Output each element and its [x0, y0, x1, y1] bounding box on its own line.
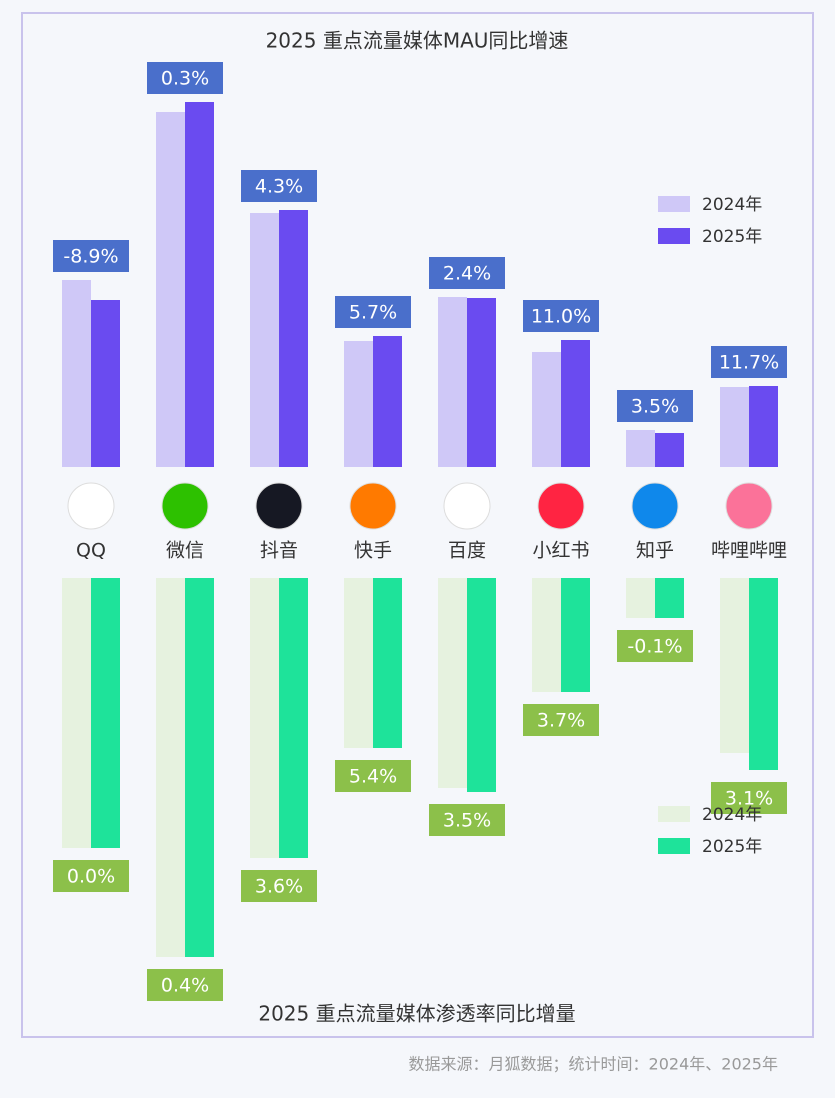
bar — [62, 578, 91, 848]
chart-title: 2025 重点流量媒体MAU同比增速 — [266, 29, 569, 53]
bar — [91, 578, 120, 848]
legend-swatch — [658, 228, 690, 244]
frame — [21, 12, 814, 1038]
bar — [91, 300, 120, 467]
annotation-box — [429, 257, 505, 289]
bar — [438, 578, 467, 788]
annotation-box — [241, 170, 317, 202]
annotation-box — [711, 346, 787, 378]
annotation: -0.1% — [627, 636, 682, 658]
annotation: 5.4% — [349, 766, 397, 788]
annotation: 3.6% — [255, 876, 303, 898]
annotation-box — [147, 969, 223, 1001]
bar — [279, 578, 308, 858]
x-tick-label: 哔哩哔哩 — [711, 540, 787, 562]
bar — [749, 386, 778, 467]
bar — [279, 210, 308, 467]
bar — [561, 340, 590, 467]
app-icon — [67, 482, 115, 530]
annotation: -8.9% — [63, 246, 118, 268]
bar — [62, 280, 91, 467]
app-icon — [725, 482, 773, 530]
annotation-box — [523, 300, 599, 332]
x-tick-label: 快手 — [354, 540, 392, 562]
app-icon — [161, 482, 209, 530]
legend-swatch — [658, 196, 690, 212]
legend-label: 2025年 — [702, 837, 762, 857]
bar — [156, 578, 185, 957]
x-tick-label: QQ — [76, 540, 106, 562]
annotation: 2.4% — [443, 263, 491, 285]
app-icon — [349, 482, 397, 530]
annotation-box — [617, 390, 693, 422]
annotation-box — [711, 782, 787, 814]
legend-label: 2024年 — [702, 805, 762, 825]
annotation-box — [147, 62, 223, 94]
bar — [626, 578, 655, 618]
bar — [438, 297, 467, 467]
legend-label: 2025年 — [702, 227, 762, 247]
annotation: 0.0% — [67, 866, 115, 888]
source-note: 数据来源：月狐数据；统计时间：2024年、2025年 — [409, 1055, 778, 1074]
annotation-box — [53, 240, 129, 272]
bar — [250, 213, 279, 467]
annotation-box — [335, 296, 411, 328]
bar — [720, 387, 749, 467]
bar — [467, 578, 496, 792]
bar — [344, 578, 373, 748]
bar — [156, 112, 185, 467]
bar — [532, 578, 561, 692]
annotation: 11.7% — [719, 352, 779, 374]
annotation-box — [241, 870, 317, 902]
app-icon — [537, 482, 585, 530]
annotation-box — [429, 804, 505, 836]
app-icon — [631, 482, 679, 530]
x-tick-label: 抖音 — [260, 540, 298, 562]
bar — [344, 341, 373, 467]
bar — [655, 578, 684, 618]
annotation: 3.1% — [725, 788, 773, 810]
bar — [561, 578, 590, 692]
bar — [373, 336, 402, 467]
bar — [185, 578, 214, 957]
app-icon — [255, 482, 303, 530]
app-icon — [443, 482, 491, 530]
annotation: 0.4% — [161, 975, 209, 997]
bar — [626, 430, 655, 467]
annotation: 3.5% — [631, 396, 679, 418]
annotation-box — [335, 760, 411, 792]
annotation-box — [523, 704, 599, 736]
bar — [250, 578, 279, 858]
x-tick-label: 知乎 — [636, 540, 674, 562]
bar — [467, 298, 496, 467]
annotation: 3.7% — [537, 710, 585, 732]
bar — [655, 433, 684, 467]
annotation: 0.3% — [161, 68, 209, 90]
annotation: 4.3% — [255, 176, 303, 198]
bar — [532, 352, 561, 467]
x-tick-label: 小红书 — [532, 540, 589, 562]
x-tick-label: 百度 — [448, 540, 486, 562]
legend-swatch — [658, 806, 690, 822]
annotation-box — [617, 630, 693, 662]
bar — [720, 578, 749, 753]
x-tick-label: 微信 — [166, 540, 204, 562]
annotation: 11.0% — [531, 306, 591, 328]
legend-swatch — [658, 838, 690, 854]
bar — [185, 102, 214, 467]
chart-title: 2025 重点流量媒体渗透率同比增量 — [258, 1002, 575, 1026]
annotation: 3.5% — [443, 810, 491, 832]
annotation: 5.7% — [349, 302, 397, 324]
bar — [373, 578, 402, 748]
legend-label: 2024年 — [702, 195, 762, 215]
bar — [749, 578, 778, 770]
annotation-box — [53, 860, 129, 892]
